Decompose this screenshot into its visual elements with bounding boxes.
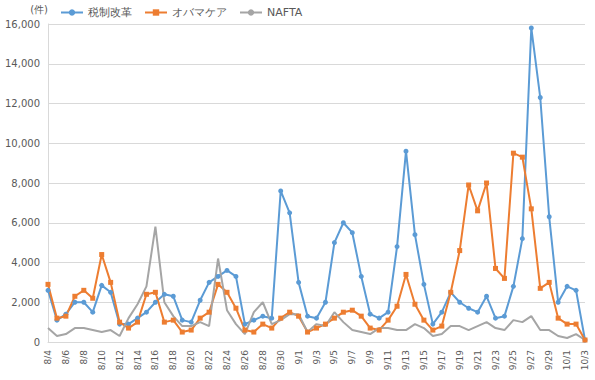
svg-text:12,000: 12,000 <box>5 98 40 109</box>
svg-text:8/8: 8/8 <box>79 350 89 365</box>
svg-text:9/17: 9/17 <box>437 350 447 370</box>
svg-text:8/26: 8/26 <box>240 350 250 370</box>
svg-text:9/29: 9/29 <box>544 350 554 370</box>
svg-text:10/3: 10/3 <box>580 350 590 370</box>
svg-text:9/11: 9/11 <box>383 350 393 370</box>
svg-text:8/16: 8/16 <box>150 350 160 370</box>
svg-text:9/25: 9/25 <box>508 350 518 370</box>
svg-text:8/6: 8/6 <box>61 350 71 365</box>
svg-text:オバマケア: オバマケア <box>172 6 227 19</box>
svg-text:8/28: 8/28 <box>258 350 268 370</box>
svg-text:税制改革: 税制改革 <box>88 6 132 19</box>
svg-text:14,000: 14,000 <box>5 58 40 69</box>
svg-text:8,000: 8,000 <box>11 178 40 189</box>
svg-text:9/15: 9/15 <box>419 350 429 370</box>
svg-text:8/30: 8/30 <box>276 350 286 370</box>
svg-text:9/21: 9/21 <box>473 350 483 370</box>
svg-text:9/9: 9/9 <box>365 350 375 365</box>
svg-text:8/22: 8/22 <box>204 350 214 370</box>
svg-text:8/24: 8/24 <box>222 350 232 370</box>
svg-text:9/7: 9/7 <box>347 350 357 364</box>
svg-text:8/18: 8/18 <box>168 350 178 370</box>
svg-text:16,000: 16,000 <box>5 19 40 30</box>
svg-text:8/12: 8/12 <box>115 350 125 370</box>
svg-text:(件): (件) <box>30 4 48 15</box>
svg-text:9/13: 9/13 <box>401 350 411 370</box>
svg-text:9/3: 9/3 <box>312 350 322 364</box>
svg-text:2,000: 2,000 <box>11 297 40 308</box>
svg-text:9/27: 9/27 <box>526 350 536 370</box>
svg-text:0: 0 <box>34 337 40 348</box>
svg-text:9/5: 9/5 <box>329 350 339 364</box>
svg-text:NAFTA: NAFTA <box>267 6 303 19</box>
svg-text:8/4: 8/4 <box>43 350 53 365</box>
svg-text:8/20: 8/20 <box>186 350 196 370</box>
svg-text:10,000: 10,000 <box>5 138 40 149</box>
svg-text:6,000: 6,000 <box>11 217 40 228</box>
svg-text:8/10: 8/10 <box>97 350 107 370</box>
svg-text:4,000: 4,000 <box>11 257 40 268</box>
svg-text:9/19: 9/19 <box>455 350 465 370</box>
svg-text:10/1: 10/1 <box>562 350 572 370</box>
svg-text:9/23: 9/23 <box>491 350 501 370</box>
svg-text:9/1: 9/1 <box>294 350 304 364</box>
svg-text:8/14: 8/14 <box>133 350 143 370</box>
